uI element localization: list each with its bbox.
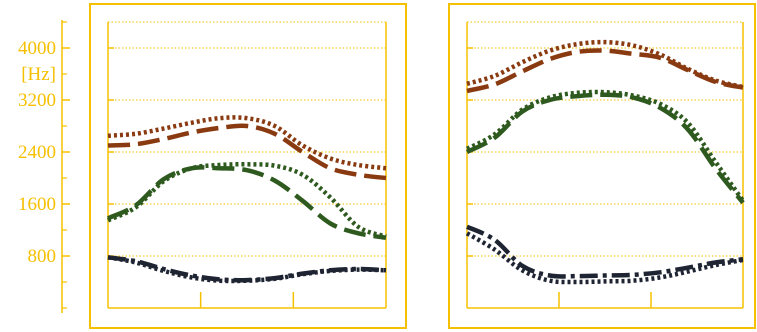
series-f3-dotted — [466, 39, 744, 90]
series-f1-dashdot — [466, 224, 744, 279]
series-f2-dashed — [465, 92, 745, 205]
chart-panels — [89, 3, 756, 329]
series-f1-dotted — [465, 231, 744, 285]
y-tick-label: 800 — [28, 246, 57, 267]
series-f1-dashdot — [107, 255, 387, 283]
chart-panel-1 — [89, 3, 407, 329]
y-axis-labels: 800 1600 2400 3200 4000 [Hz] — [18, 20, 70, 313]
panel-frame — [89, 3, 407, 329]
y-tick-label: 2400 — [18, 142, 56, 163]
series-f2-dotted — [107, 162, 387, 239]
y-axis-unit-label: [Hz] — [21, 64, 56, 85]
series-f3-dotted — [107, 115, 387, 171]
chart-panel-2 — [448, 3, 756, 329]
panel-frame — [448, 3, 756, 329]
series-f2-dashed — [107, 165, 387, 241]
series-f2-dotted — [465, 89, 745, 203]
series-f3-dashed — [466, 48, 744, 94]
y-tick-label: 3200 — [18, 90, 56, 111]
y-tick-label: 4000 — [18, 38, 56, 59]
series-f3-dashed — [107, 123, 387, 181]
y-tick-label: 1600 — [18, 194, 56, 215]
